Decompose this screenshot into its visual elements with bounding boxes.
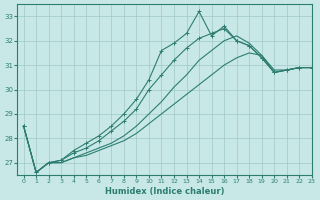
X-axis label: Humidex (Indice chaleur): Humidex (Indice chaleur) [105, 187, 224, 196]
